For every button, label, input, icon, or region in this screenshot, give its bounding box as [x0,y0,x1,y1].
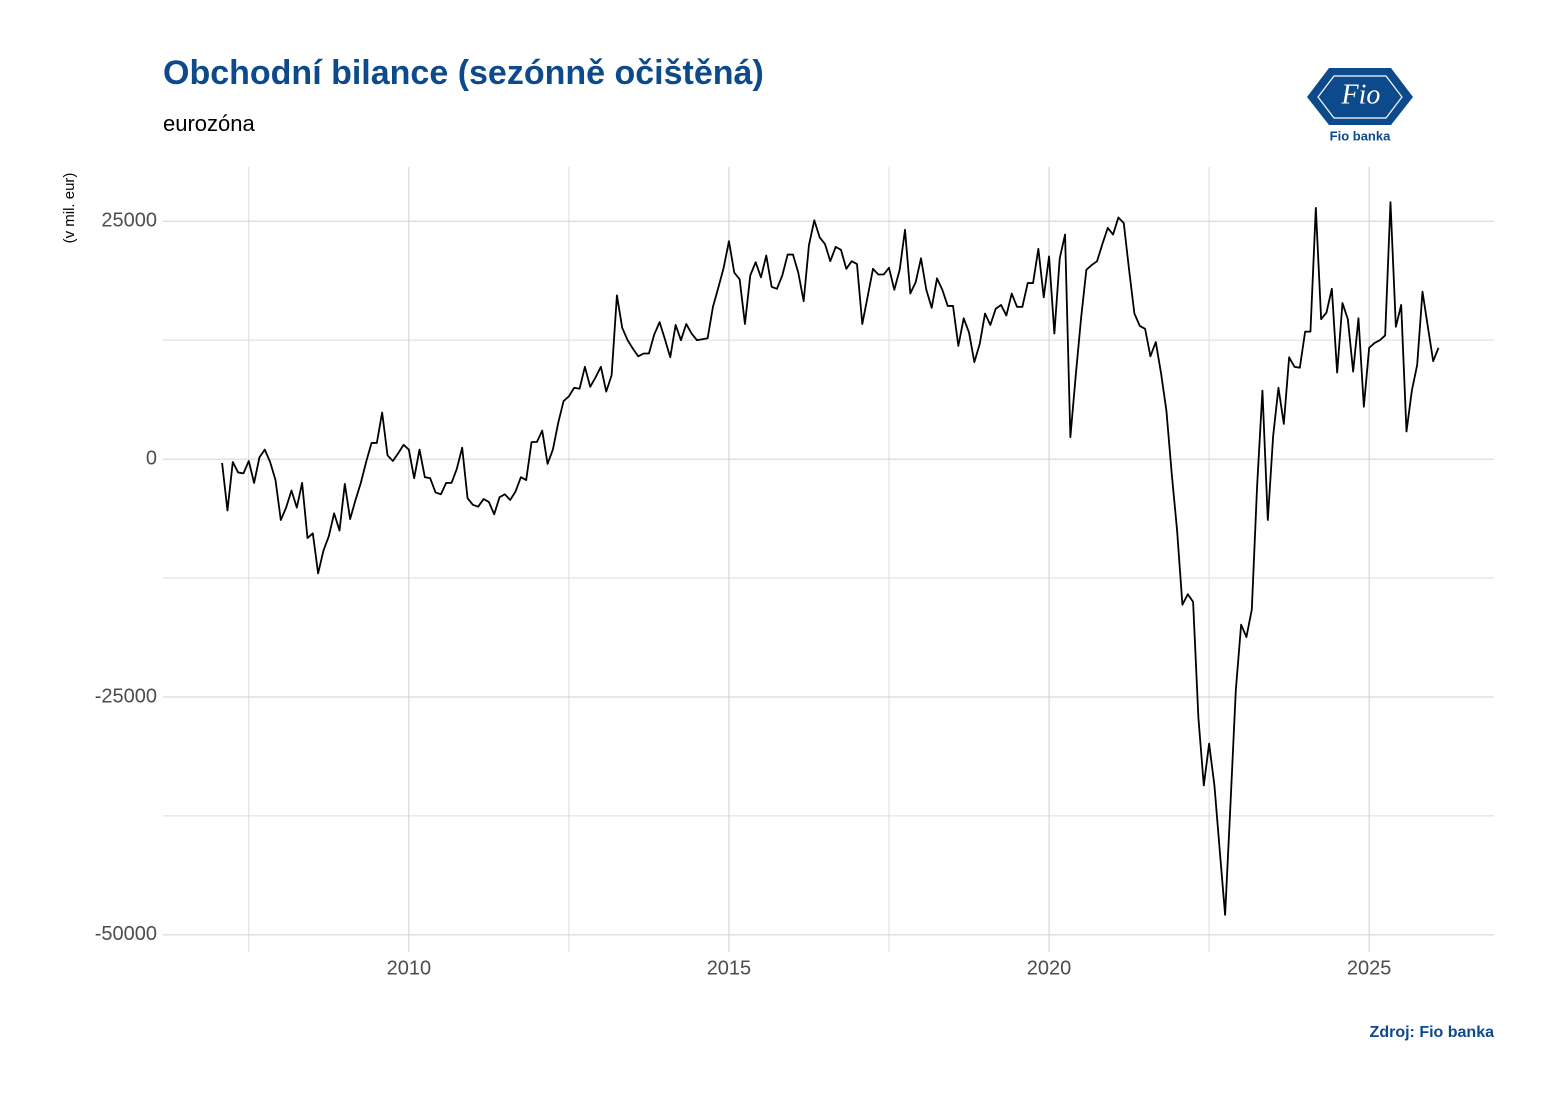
y-tick-label: 0 [146,447,157,469]
x-tick-label: 2020 [1027,957,1072,979]
logo-mark: Fio [1341,79,1381,110]
logo-name: Fio banka [1330,128,1391,143]
logo-outline [1317,75,1403,119]
x-tick-label: 2025 [1347,957,1392,979]
chart-title: Obchodní bilance (sezónně očištěná) [163,54,764,92]
logo: Fio Fio banka [1307,68,1413,143]
x-tick-label: 2010 [387,957,432,979]
y-axis-label: (v mil. eur) [61,173,78,244]
y-tick-label: -25000 [95,685,157,707]
y-tick-label: 25000 [101,210,157,232]
logo-shape [1307,68,1413,125]
chart-subtitle: eurozóna [163,111,256,136]
x-tick-label: 2015 [707,957,752,979]
source: Zdroj: Fio banka [1370,1024,1495,1041]
data-line [221,201,1440,916]
y-tick-label: -50000 [95,923,157,945]
